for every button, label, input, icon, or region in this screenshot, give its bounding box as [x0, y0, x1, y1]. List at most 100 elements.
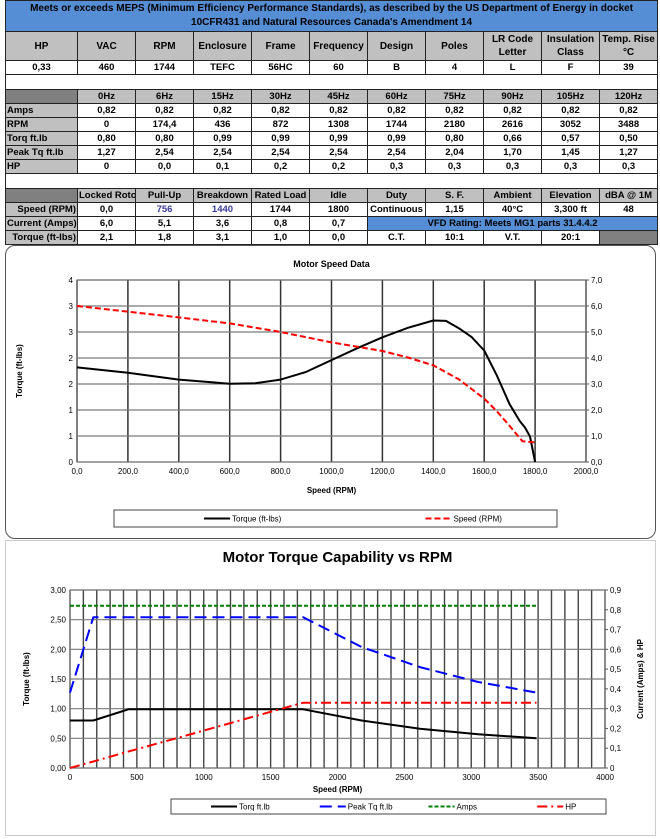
freq-value: 0,2 [251, 159, 310, 174]
x-tick-label: 1400,0 [421, 467, 446, 476]
spec-value: 1744 [135, 60, 194, 75]
y2-tick-label: 0 [610, 764, 615, 773]
freq-value: 0 [77, 159, 136, 174]
series-line-hp [69, 701, 537, 769]
x-tick-label: 1600,0 [472, 467, 497, 476]
y-tick-label: 2,00 [50, 645, 66, 654]
freq-value: 1,27 [77, 145, 136, 160]
series-line-speed-rpm- [76, 305, 536, 444]
freq-value: 174,4 [135, 117, 194, 132]
row-label: Peak Tq ft.lb [5, 145, 78, 160]
freq-header: 30Hz [251, 89, 310, 104]
y2-tick-label: 0,6 [610, 645, 622, 654]
legend-label: Torque (ft-lbs) [232, 515, 282, 524]
freq-value: 2,54 [251, 145, 310, 160]
perf-value: 1,0 [251, 230, 310, 245]
x-tick-label: 0,0 [71, 467, 83, 476]
spec-value: 0,33 [5, 60, 78, 75]
perf-header: dBA @ 1M [598, 188, 659, 203]
perf-value: 1,8 [135, 230, 194, 245]
freq-value: 0,3 [483, 159, 542, 174]
row-label: RPM [5, 117, 78, 132]
table-row: Meets or exceeds MEPS (Minimum Efficienc… [4, 0, 659, 32]
motor-spec-table: Meets or exceeds MEPS (Minimum Efficienc… [4, 0, 659, 245]
freq-value: 0,82 [309, 103, 368, 118]
legend-label: Amps [457, 803, 477, 812]
x-tick-label: 800,0 [271, 467, 292, 476]
perf-value: 3,1 [193, 230, 252, 245]
perf-value: C.T. [367, 230, 426, 245]
perf-value: Continuous [367, 202, 426, 217]
table-row: RPM 0 174,4 436 872 1308 1744 2180 2616 3052 3488 [5, 117, 659, 132]
y-tick-label: 3 [69, 328, 74, 337]
freq-value: 1,27 [598, 145, 659, 160]
table-row: Amps 0,82 0,82 0,82 0,82 0,82 0,82 0,82 0,82 0,82… [5, 103, 659, 118]
spec-header: Frequency [309, 31, 368, 61]
x-tick-label: 1800,0 [523, 467, 548, 476]
y-tick-label: 0 [69, 458, 74, 467]
perf-value: 20:1 [541, 230, 600, 245]
x-tick-label: 0 [68, 773, 73, 782]
freq-value: 0,3 [367, 159, 426, 174]
freq-value: 0,80 [135, 131, 194, 146]
spec-header: Poles [425, 31, 484, 61]
row-label: Torq ft.lb [5, 131, 78, 146]
table-row: 0,33 460 1744 TEFC 56HC 60 B 4 L F 39 [5, 60, 659, 75]
x-tick-label: 1000,0 [319, 467, 344, 476]
freq-value: 0,80 [77, 131, 136, 146]
plot-area [69, 589, 606, 769]
spec-value: L [483, 60, 542, 75]
y-tick-label: 3,00 [50, 586, 66, 595]
perf-value: 756 [135, 202, 194, 217]
spec-value: 39 [598, 60, 659, 75]
x-tick-label: 2000 [329, 773, 347, 782]
table-row: HP 0 0,0 0,1 0,2 0,2 0,3 0,3 0,3 0,3 0,3 [5, 159, 659, 174]
perf-header: Elevation [541, 188, 600, 203]
series-line-torque-ft-lbs- [76, 319, 537, 463]
perf-value: 2,1 [77, 230, 136, 245]
x-tick-label: 2000,0 [574, 467, 599, 476]
table-row [4, 173, 659, 189]
torque-capability-chart-svg: Motor Torque Capability vs RPM0,000,501,… [22, 549, 645, 815]
freq-value: 0,99 [309, 131, 368, 146]
table-row: Locked Rotor Pull-Up Breakdown Rated Load Id… [5, 188, 659, 203]
legend-label: Torq ft.lb [239, 803, 270, 812]
freq-value: 0,3 [541, 159, 600, 174]
perf-value: 40°C [483, 202, 542, 217]
freq-value: 3052 [541, 117, 600, 132]
spec-header: Frame [251, 31, 310, 61]
plot-area [76, 279, 587, 463]
y2-tick-label: 3,0 [591, 380, 603, 389]
chart-title: Motor Torque Capability vs RPM [223, 549, 453, 566]
spec-value: B [367, 60, 426, 75]
spec-header: Temp. Rise °C [598, 31, 659, 61]
motor-speed-chart: Motor Speed Data 0 1 1 2 2 3 3 4 0,0 1,0 2,0 3,0 4,0 5… [5, 245, 656, 539]
y2-tick-label: 6,0 [591, 302, 603, 311]
vfd-rating: VFD Rating: Meets MG1 parts 31.4.4.2 [366, 216, 659, 231]
x-tick-label: 3000 [462, 773, 480, 782]
y2-tick-label: 0,3 [610, 705, 622, 714]
perf-header: Pull-Up [135, 188, 194, 203]
perf-value: 5,1 [135, 216, 194, 231]
table-row: 0Hz 6Hz 15Hz 30Hz 45Hz 60Hz 75Hz 90Hz 105Hz 120Hz [5, 89, 659, 104]
y-axis-label: Torque (ft-lbs) [22, 652, 31, 706]
freq-header: 6Hz [135, 89, 194, 104]
spec-header: Insulation Class [541, 31, 600, 61]
perf-value: 48 [598, 202, 659, 217]
perf-value: 10:1 [425, 230, 484, 245]
row-label: Torque (ft-lbs) [5, 230, 78, 245]
legend-label: HP [565, 803, 576, 812]
y-tick-label: 3 [69, 302, 74, 311]
table-row: Current (Amps) 6,0 5,1 3,6 0,8 0,7 VFD Rating:… [5, 216, 659, 231]
freq-value: 1,70 [483, 145, 542, 160]
legend-box [113, 509, 558, 528]
y-tick-label: 2 [69, 354, 74, 363]
y-tick-label: 1,50 [50, 675, 66, 684]
freq-value: 2,04 [425, 145, 484, 160]
row-label: Speed (RPM) [5, 202, 78, 217]
freq-value: 2,54 [367, 145, 426, 160]
torque-capability-chart: Motor Torque Capability vs RPM 0,00 0,50 1,… [5, 540, 656, 836]
freq-value: 1,45 [541, 145, 600, 160]
freq-value: 0,2 [309, 159, 368, 174]
freq-value: 1744 [367, 117, 426, 132]
